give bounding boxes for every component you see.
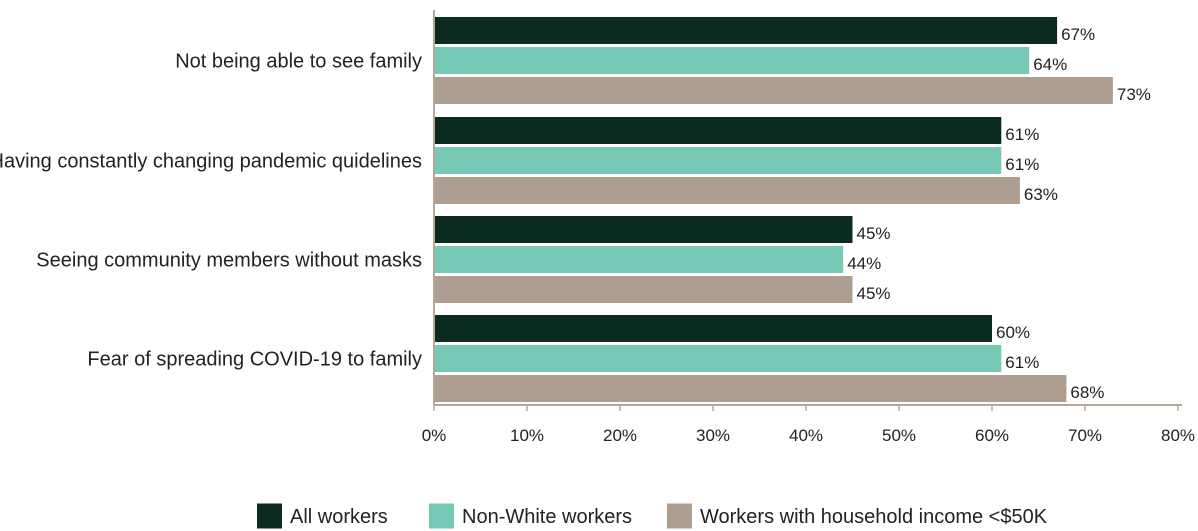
labels-layer: Not being able to see family 67% 64% 73% Hav…: [0, 25, 1151, 402]
data-label: 73%: [1117, 85, 1151, 104]
bars-layer: [434, 17, 1113, 402]
x-tick-label: 10%: [510, 426, 544, 445]
data-label: 61%: [1005, 155, 1039, 174]
category-label: Not being able to see family: [175, 51, 422, 73]
bar: [434, 177, 1020, 204]
bar: [434, 315, 992, 342]
x-ticks: 0% 10% 20% 30% 40% 50% 60% 70% 80%: [422, 405, 1195, 445]
data-label: 68%: [1070, 383, 1104, 402]
legend-label: Workers with household income <$50K: [700, 506, 1048, 528]
x-tick-label: 0%: [422, 426, 447, 445]
data-label: 60%: [996, 323, 1030, 342]
data-label: 61%: [1005, 353, 1039, 372]
data-label: 67%: [1061, 25, 1095, 44]
x-tick-label: 30%: [696, 426, 730, 445]
bar: [434, 117, 1002, 144]
bar: [434, 47, 1030, 74]
bar: [434, 216, 853, 243]
legend-swatch: [429, 503, 454, 529]
category-label: Having constantly changing pandemic quid…: [0, 151, 422, 173]
bar: [434, 147, 1002, 174]
data-label: 45%: [857, 224, 891, 243]
bar: [434, 375, 1067, 402]
bar: [434, 276, 853, 303]
bar: [434, 345, 1002, 372]
legend-swatch: [667, 503, 692, 529]
bar: [434, 17, 1058, 44]
category-label: Fear of spreading COVID-19 to family: [87, 349, 422, 371]
data-label: 63%: [1024, 185, 1058, 204]
data-label: 64%: [1033, 55, 1067, 74]
legend-label: Non-White workers: [462, 506, 632, 528]
data-label: 44%: [847, 254, 881, 273]
x-tick-label: 80%: [1161, 426, 1195, 445]
data-label: 45%: [857, 284, 891, 303]
legend-label: All workers: [290, 506, 388, 528]
legend: All workers Non-White workers Workers with…: [257, 503, 1048, 529]
bar: [434, 246, 844, 273]
x-tick-label: 20%: [603, 426, 637, 445]
x-tick-label: 40%: [789, 426, 823, 445]
x-tick-label: 50%: [882, 426, 916, 445]
bar: [434, 77, 1113, 104]
category-label: Seeing community members without masks: [36, 250, 422, 272]
x-tick-label: 60%: [975, 426, 1009, 445]
data-label: 61%: [1005, 125, 1039, 144]
legend-swatch: [257, 503, 282, 529]
x-tick-label: 70%: [1068, 426, 1102, 445]
